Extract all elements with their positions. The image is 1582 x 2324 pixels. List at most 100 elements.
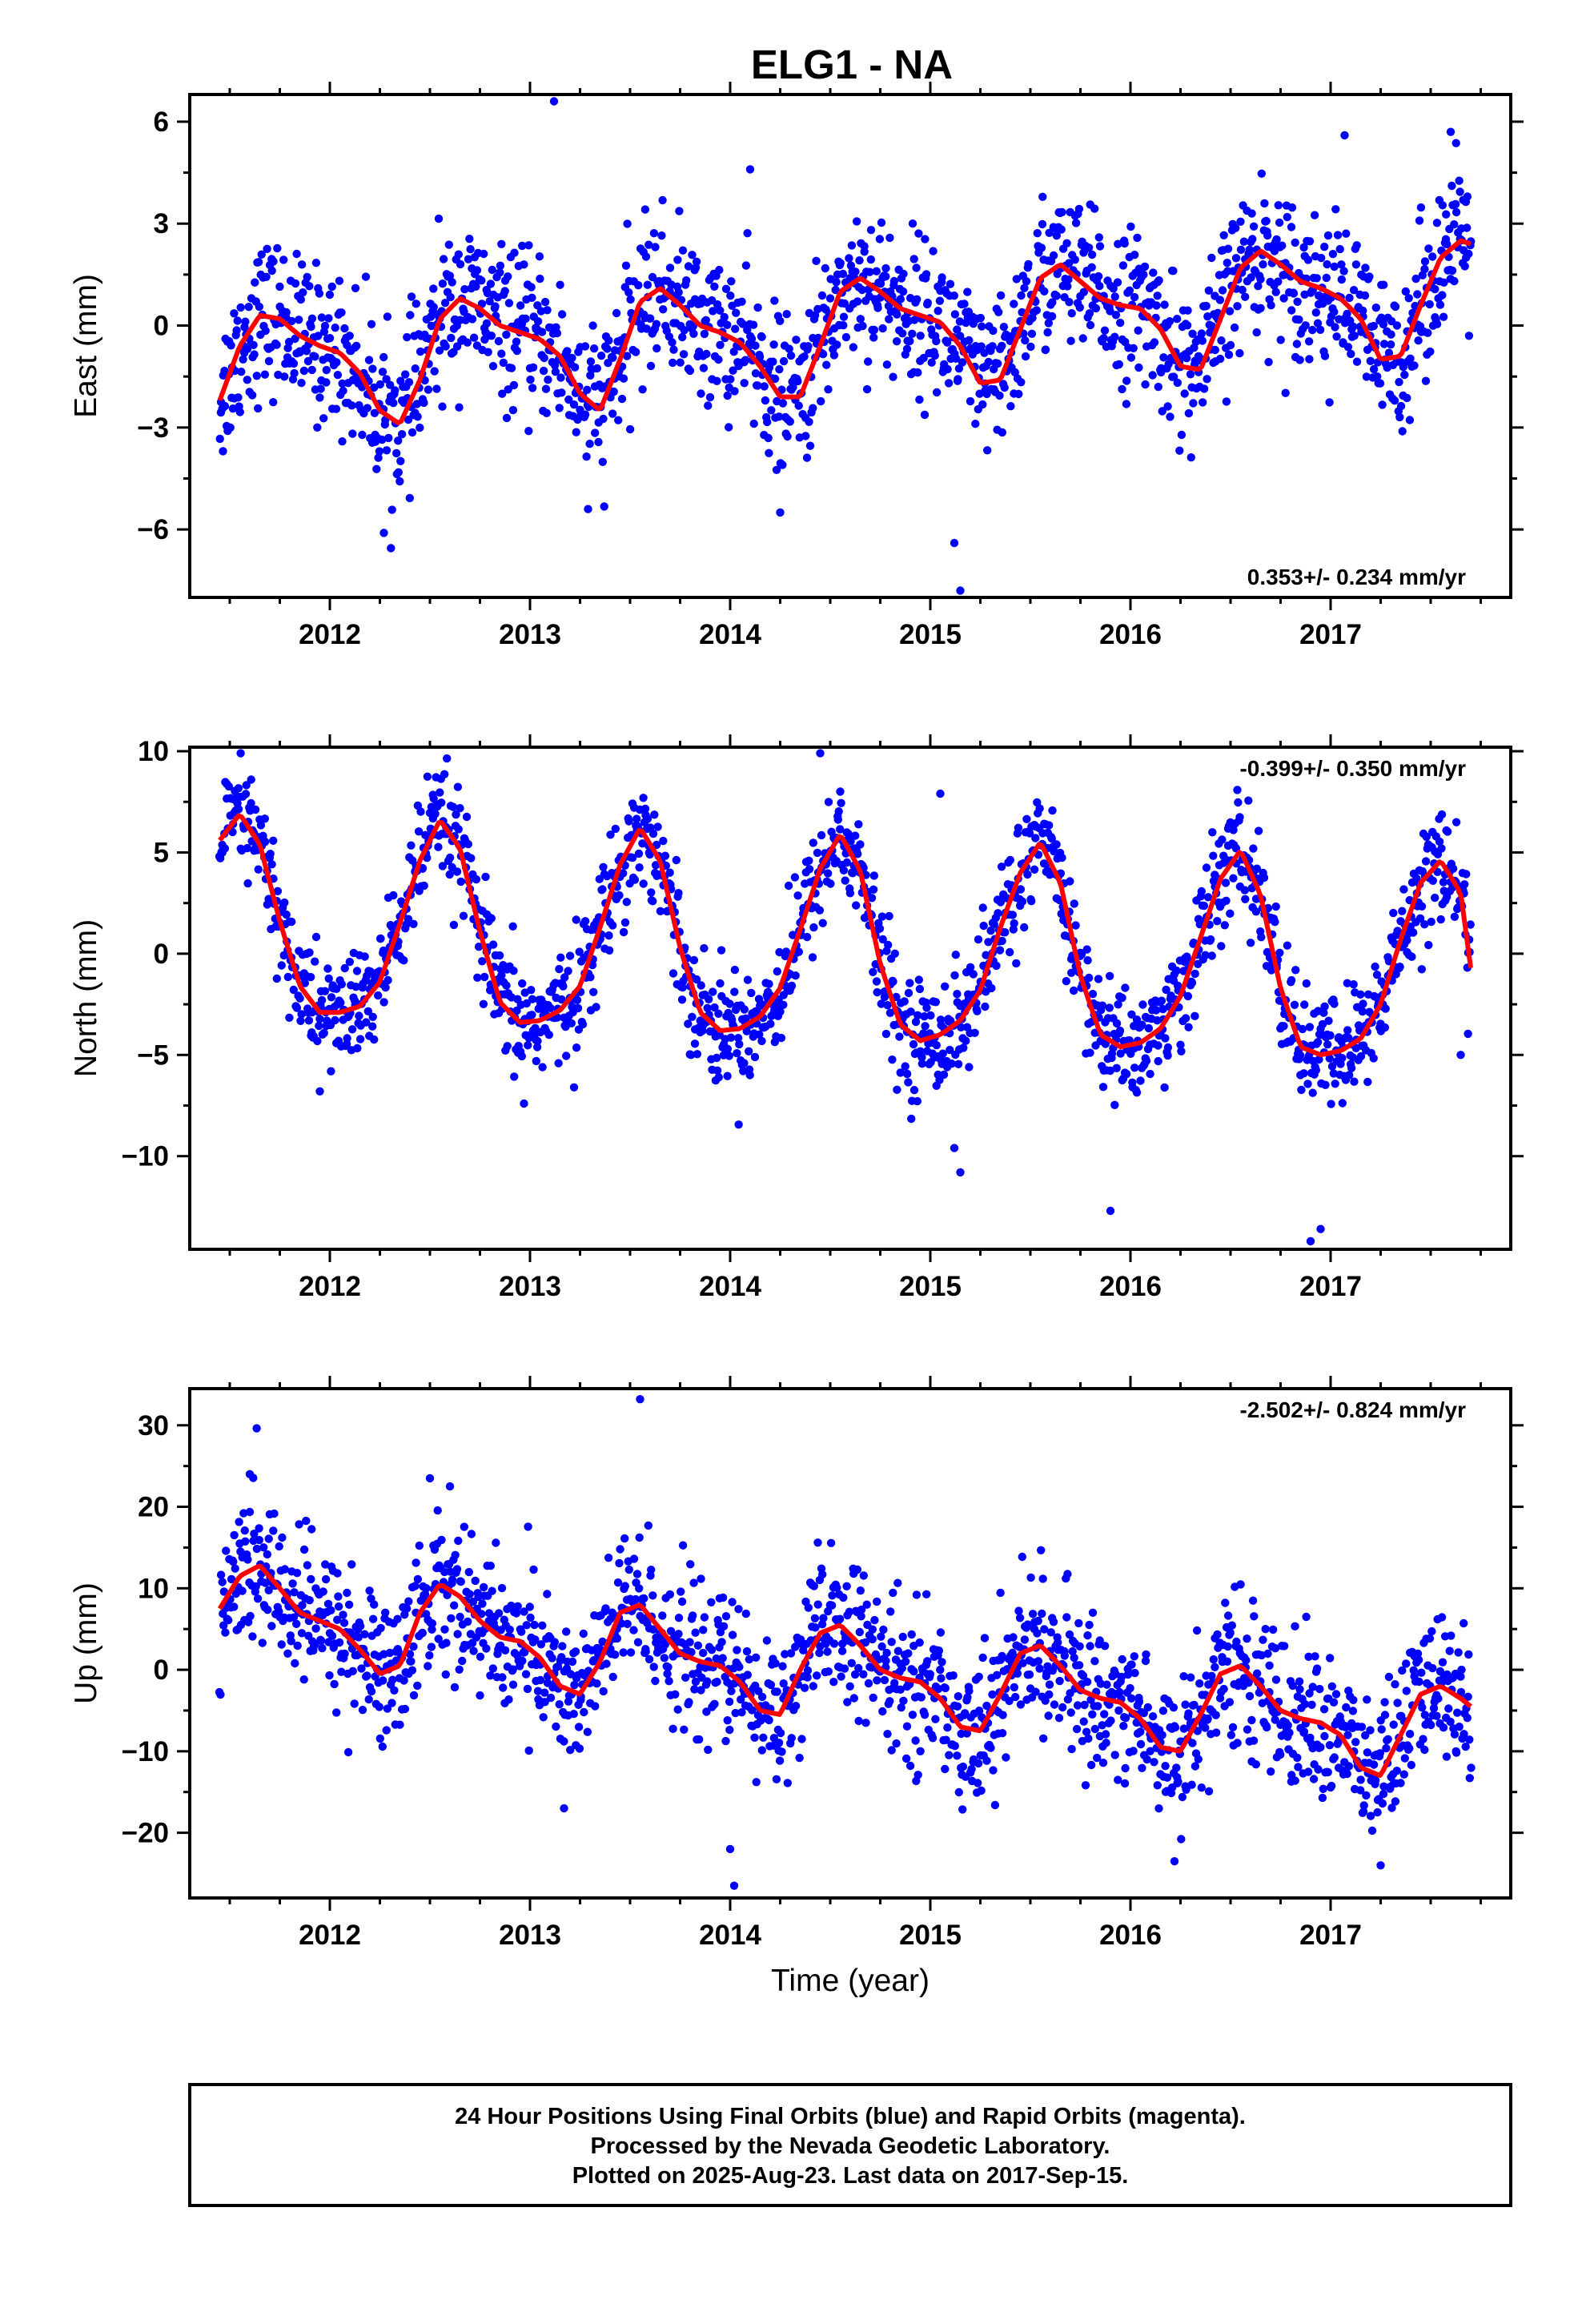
data-point bbox=[379, 352, 388, 362]
data-point bbox=[1263, 231, 1272, 240]
data-point bbox=[1443, 827, 1452, 836]
data-point bbox=[950, 292, 959, 300]
data-point bbox=[409, 919, 418, 929]
data-point bbox=[789, 383, 797, 392]
data-point bbox=[950, 310, 960, 319]
data-point bbox=[353, 1043, 362, 1053]
data-point bbox=[1094, 1702, 1102, 1711]
data-point bbox=[280, 1565, 289, 1574]
data-point bbox=[1411, 274, 1420, 283]
data-point bbox=[1393, 927, 1402, 935]
data-point bbox=[1181, 1014, 1191, 1023]
data-point bbox=[313, 423, 322, 432]
data-point bbox=[818, 919, 827, 927]
data-point bbox=[440, 1625, 449, 1634]
data-point bbox=[674, 1630, 683, 1638]
data-point bbox=[450, 1601, 459, 1610]
data-point bbox=[717, 946, 726, 955]
data-point bbox=[766, 1019, 775, 1028]
data-point bbox=[1352, 357, 1362, 366]
data-point bbox=[650, 810, 659, 819]
data-point bbox=[1140, 262, 1150, 271]
data-point bbox=[1163, 1043, 1173, 1052]
data-point bbox=[775, 365, 784, 374]
data-point bbox=[525, 1602, 534, 1611]
data-point bbox=[635, 1533, 644, 1542]
data-point bbox=[340, 963, 349, 973]
data-point bbox=[687, 1647, 696, 1657]
data-point bbox=[248, 1632, 257, 1641]
data-point bbox=[901, 1062, 909, 1071]
data-point bbox=[295, 994, 304, 1003]
data-point bbox=[404, 378, 414, 387]
data-point bbox=[1010, 919, 1018, 928]
data-point bbox=[602, 1659, 611, 1668]
data-point bbox=[1142, 1056, 1151, 1065]
data-point bbox=[1232, 1637, 1241, 1647]
data-point bbox=[438, 862, 448, 870]
data-point bbox=[596, 352, 606, 360]
data-point bbox=[522, 1621, 531, 1630]
data-point bbox=[733, 1034, 743, 1043]
data-point bbox=[826, 879, 835, 888]
data-point bbox=[1219, 231, 1228, 239]
data-point bbox=[935, 296, 945, 305]
data-point bbox=[880, 1675, 889, 1685]
data-point bbox=[938, 1658, 946, 1667]
data-point bbox=[710, 1003, 719, 1012]
data-point bbox=[1231, 223, 1240, 232]
data-point bbox=[1014, 389, 1023, 399]
data-point bbox=[992, 961, 1001, 971]
data-point bbox=[288, 1579, 297, 1588]
data-point bbox=[1271, 287, 1280, 296]
data-point bbox=[224, 782, 234, 791]
data-point bbox=[462, 812, 472, 822]
data-point bbox=[920, 1012, 929, 1021]
data-point bbox=[1325, 398, 1334, 407]
outlier-point bbox=[584, 505, 592, 513]
data-point bbox=[1439, 278, 1448, 287]
data-point bbox=[1006, 402, 1015, 411]
data-point bbox=[518, 1656, 527, 1666]
data-point bbox=[1464, 1029, 1472, 1039]
data-point bbox=[1239, 237, 1249, 246]
data-point bbox=[1114, 1706, 1123, 1715]
data-point bbox=[502, 981, 511, 990]
data-point bbox=[725, 1725, 734, 1735]
data-point bbox=[1301, 321, 1310, 330]
data-point bbox=[1298, 1024, 1307, 1034]
data-point bbox=[1308, 1088, 1317, 1097]
x-tick-label: 2017 bbox=[1299, 619, 1362, 650]
data-point bbox=[1283, 941, 1292, 950]
data-point bbox=[1094, 975, 1103, 983]
data-point bbox=[721, 1612, 731, 1621]
data-point bbox=[1014, 1606, 1023, 1615]
data-point bbox=[1005, 1696, 1014, 1706]
data-point bbox=[1087, 250, 1097, 259]
data-point bbox=[1233, 786, 1242, 794]
data-point bbox=[509, 380, 519, 390]
data-point bbox=[998, 341, 1006, 351]
data-point bbox=[661, 851, 670, 860]
data-point bbox=[735, 1663, 744, 1671]
data-point bbox=[314, 332, 323, 340]
data-point bbox=[729, 366, 737, 375]
data-point bbox=[507, 1601, 516, 1610]
data-point bbox=[750, 1052, 760, 1062]
data-point bbox=[747, 988, 756, 998]
data-point bbox=[303, 356, 313, 366]
data-point bbox=[823, 869, 833, 878]
data-point bbox=[1022, 814, 1031, 823]
data-point bbox=[899, 269, 908, 279]
data-point bbox=[582, 452, 591, 461]
data-point bbox=[562, 1051, 571, 1060]
data-point bbox=[558, 1642, 567, 1651]
data-point bbox=[741, 1609, 750, 1618]
data-point bbox=[697, 1686, 705, 1695]
data-point bbox=[280, 898, 289, 907]
data-point bbox=[908, 219, 917, 228]
data-point bbox=[589, 987, 598, 997]
data-point bbox=[518, 241, 527, 251]
data-point bbox=[1303, 1080, 1312, 1088]
data-point bbox=[720, 312, 729, 322]
